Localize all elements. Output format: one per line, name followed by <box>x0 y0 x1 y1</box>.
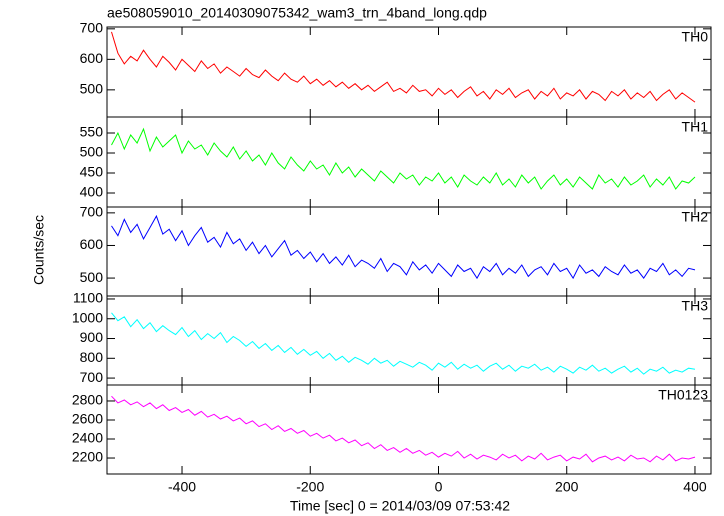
y-tick-label: 2400 <box>72 430 103 446</box>
y-tick-label: 700 <box>80 20 104 36</box>
y-tick-label: 2600 <box>72 411 103 427</box>
y-tick-label: 500 <box>80 269 104 285</box>
x-tick-label: 0 <box>435 479 443 495</box>
x-tick-label: -200 <box>296 479 324 495</box>
y-tick-label: 2800 <box>72 392 103 408</box>
panel-label: TH2 <box>682 209 709 225</box>
panel-frame <box>106 384 712 475</box>
y-tick-label: 700 <box>80 204 104 220</box>
y-tick-label: 550 <box>80 124 104 140</box>
panel-frame <box>106 206 712 297</box>
panel-label: TH3 <box>682 298 709 314</box>
x-tick-label: 400 <box>683 479 707 495</box>
y-tick-label: 450 <box>80 164 104 180</box>
panel-frame <box>106 116 712 208</box>
y-tick-label: 2200 <box>72 449 103 465</box>
y-axis-label: Counts/sec <box>31 215 47 285</box>
x-tick-label: 200 <box>555 479 579 495</box>
y-tick-label: 500 <box>80 81 104 97</box>
panel-label: TH0123 <box>658 387 708 403</box>
y-tick-label: 1100 <box>73 290 103 306</box>
panel-frame <box>106 26 712 118</box>
x-tick-label: -400 <box>168 479 196 495</box>
series-line <box>111 214 696 280</box>
panel-frame <box>106 295 712 386</box>
x-axis-label: Time [sec] 0 = 2014/03/09 07:53:42 <box>290 498 510 514</box>
series-line <box>111 31 696 103</box>
y-tick-label: 500 <box>80 144 104 160</box>
series-line <box>111 127 696 190</box>
y-tick-label: 600 <box>80 236 104 252</box>
y-tick-label: 800 <box>80 349 104 365</box>
chart-title: ae508059010_20140309075342_wam3_trn_4ban… <box>107 5 487 21</box>
y-tick-label: 1000 <box>72 309 103 325</box>
y-tick-label: 900 <box>80 329 104 345</box>
series-line <box>111 395 696 463</box>
series-line <box>111 312 696 375</box>
y-tick-label: 600 <box>80 50 104 66</box>
y-tick-label: 700 <box>80 369 104 385</box>
panel-label: TH0 <box>682 29 709 45</box>
panel-label: TH1 <box>682 119 709 135</box>
y-tick-label: 400 <box>80 184 104 200</box>
